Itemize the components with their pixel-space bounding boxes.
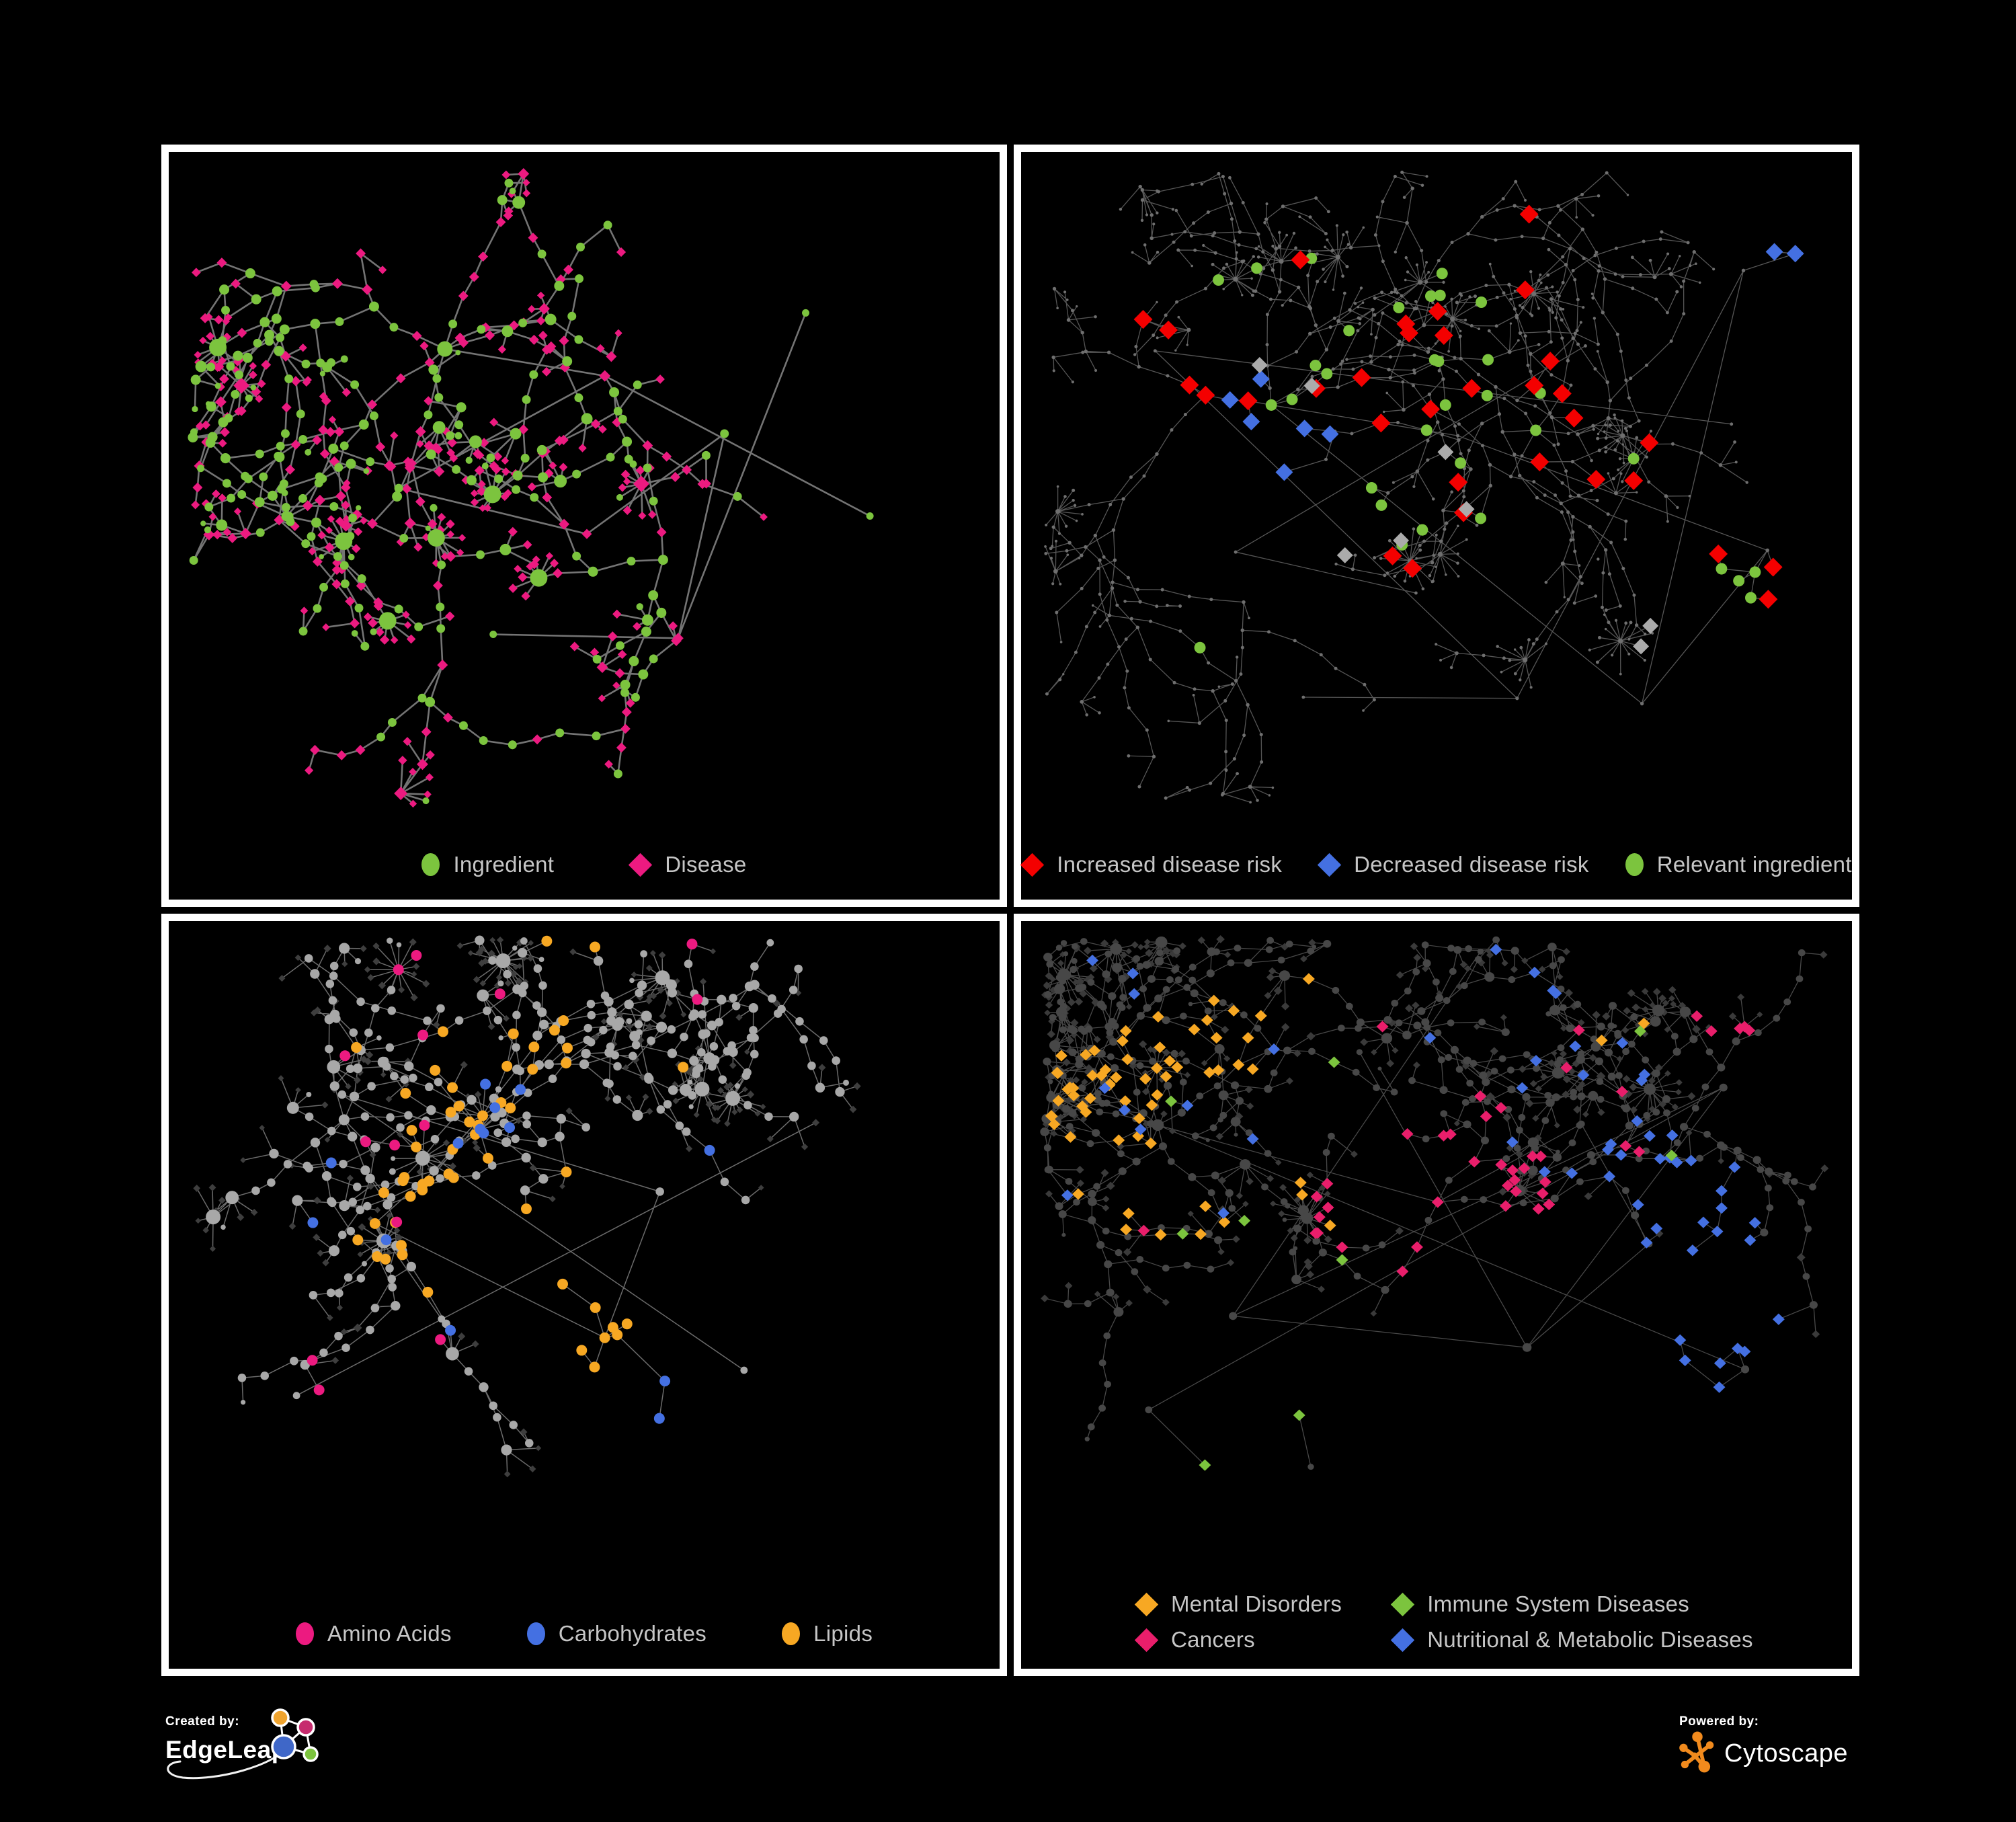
network-ingredient-disease [169, 152, 1000, 830]
legend-item-disease: Disease [629, 852, 746, 877]
increased-risk-diamond-icon [1020, 853, 1045, 877]
carbohydrates-circle-icon [526, 1622, 545, 1645]
disease-diamond-icon [629, 853, 653, 877]
legend-label-nutritional-metabolic-diseases: Nutritional & Metabolic Diseases [1427, 1627, 1753, 1652]
legend-item-cancers: Cancers [1134, 1627, 1342, 1653]
legend-label-ingredient: Ingredient [453, 852, 555, 877]
legend-item-increased-risk: Increased disease risk [1020, 852, 1283, 877]
legend-item-relevant-ingredient: Relevant ingredient [1625, 852, 1852, 877]
cytoscape-wordmark: Cytoscape [1724, 1739, 1849, 1768]
legend-item-amino-acids: Amino Acids [295, 1621, 452, 1647]
lipids-circle-icon [782, 1622, 801, 1645]
edgeleap-node-orange [271, 1708, 290, 1727]
cancers-diamond-icon [1134, 1628, 1159, 1652]
legend-disease-classes: Mental Disorders Immune System Diseases … [1021, 1567, 1852, 1669]
edgeleap-logo-icon [271, 1708, 319, 1762]
panel-disease-risk: Increased disease risk Decreased disease… [1014, 145, 1859, 907]
legend-ingredient-disease: Ingredient Disease [169, 830, 1000, 900]
legend-disease-risk: Increased disease risk Decreased disease… [1020, 830, 1852, 900]
decreased-risk-diamond-icon [1317, 853, 1342, 877]
network-nutrient-classes [169, 921, 1000, 1599]
panels-grid: Ingredient Disease Increased disease ris… [161, 145, 1859, 1676]
legend-nutrient-classes: Amino Acids Carbohydrates Lipids [169, 1599, 1000, 1669]
legend-item-decreased-risk: Decreased disease risk [1317, 852, 1589, 877]
mental-disorders-diamond-icon [1134, 1592, 1159, 1616]
legend-label-decreased-risk: Decreased disease risk [1354, 852, 1589, 877]
relevant-ingredient-circle-icon [1625, 853, 1644, 876]
edgeleap-node-blue [271, 1734, 296, 1759]
legend-item-ingredient: Ingredient [421, 852, 554, 877]
panel-disease-classes: Mental Disorders Immune System Diseases … [1014, 914, 1859, 1676]
legend-item-mental-disorders: Mental Disorders [1134, 1591, 1342, 1617]
network-disease-classes [1021, 921, 1852, 1567]
legend-label-cancers: Cancers [1171, 1627, 1255, 1652]
cytoscape-credit: Powered by: Cytoscape [1679, 1714, 1962, 1802]
legend-item-nutritional-metabolic-diseases: Nutritional & Metabolic Diseases [1391, 1627, 1753, 1653]
network-disease-risk [1021, 152, 1852, 830]
immune-system-diseases-diamond-icon [1391, 1592, 1415, 1616]
legend-label-disease: Disease [665, 852, 747, 877]
edgeleap-node-magenta [296, 1718, 315, 1737]
cytoscape-brand-row: Cytoscape [1679, 1731, 1962, 1776]
legend-label-lipids: Lipids [813, 1621, 873, 1646]
edgeleap-credit: Created by: EdgeLeap [161, 1708, 538, 1822]
nutritional-metabolic-diseases-diamond-icon [1391, 1628, 1415, 1652]
legend-label-amino-acids: Amino Acids [327, 1621, 452, 1646]
created-by-label: Created by: [165, 1714, 240, 1729]
legend-label-mental-disorders: Mental Disorders [1171, 1591, 1342, 1616]
network-canvas-disease-risk [1044, 170, 1804, 804]
network-canvas-disease-classes [1040, 935, 1829, 1471]
legend-label-immune-system-diseases: Immune System Diseases [1427, 1591, 1690, 1616]
network-canvas-ingredient-disease [188, 167, 874, 808]
network-canvas-nutrient-classes [193, 935, 861, 1478]
legend-label-relevant-ingredient: Relevant ingredient [1656, 852, 1852, 877]
amino-acids-circle-icon [295, 1622, 314, 1645]
edgeleap-node-green [303, 1746, 319, 1762]
panel-nutrient-classes: Amino Acids Carbohydrates Lipids [161, 914, 1007, 1676]
legend-label-carbohydrates: Carbohydrates [558, 1621, 707, 1646]
legend-item-immune-system-diseases: Immune System Diseases [1391, 1591, 1753, 1617]
legend-label-increased-risk: Increased disease risk [1057, 852, 1283, 877]
cytoscape-logo-icon [1679, 1731, 1714, 1773]
powered-by-label: Powered by: [1679, 1714, 1759, 1729]
edgeleap-wordmark: EdgeLeap [165, 1736, 287, 1764]
legend-item-lipids: Lipids [782, 1621, 873, 1647]
ingredient-circle-icon [421, 853, 440, 876]
panel-ingredient-disease: Ingredient Disease [161, 145, 1007, 907]
legend-item-carbohydrates: Carbohydrates [526, 1621, 707, 1647]
